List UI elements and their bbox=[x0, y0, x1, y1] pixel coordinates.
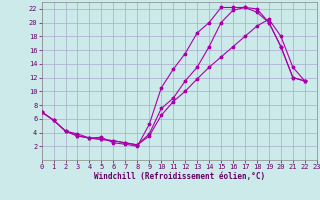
X-axis label: Windchill (Refroidissement éolien,°C): Windchill (Refroidissement éolien,°C) bbox=[94, 172, 265, 181]
